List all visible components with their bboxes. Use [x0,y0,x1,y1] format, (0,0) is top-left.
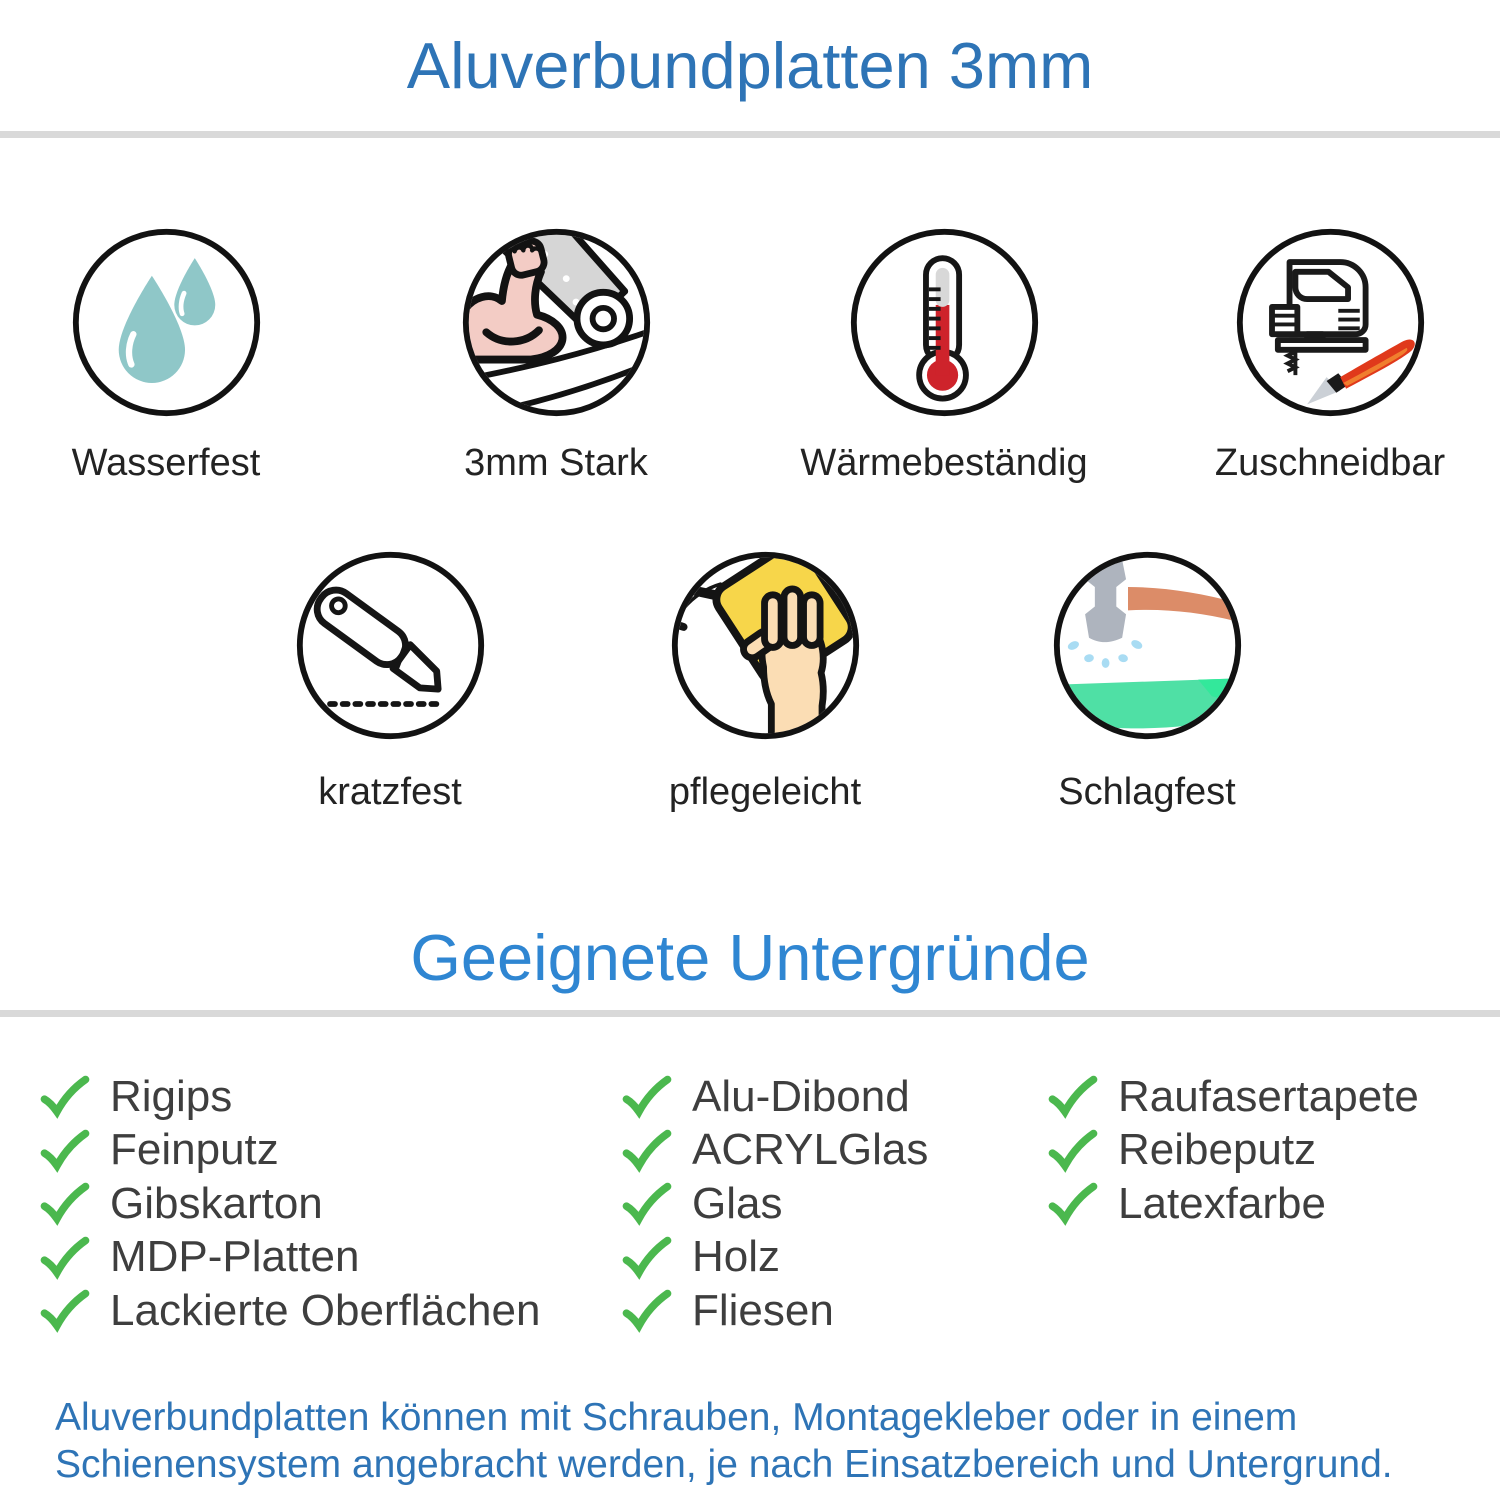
wiping-hand-icon [671,551,859,740]
checklist-item: ACRYLGlas [622,1124,928,1178]
feature-waermebestaendig: Wärmebeständig [774,225,1114,485]
check-icon [622,1129,672,1173]
feature-kratzfest: kratzfest [220,548,560,814]
feature-label: Schlagfest [1058,771,1236,813]
footer-line-1: Aluverbundplatten können mit Schrauben, … [55,1396,1298,1439]
feature-label: Zuschneidbar [1214,442,1446,484]
thermometer-icon [850,228,1038,417]
substrate-column-2: Alu-Dibond ACRYLGlas Glas Holz Fliesen [622,1070,928,1338]
substrate-label: Holz [692,1232,781,1282]
feature-wasserfest: Wasserfest [0,225,336,485]
feature-zuschneidbar: Zuschneidbar [1160,225,1500,485]
feature-pflegeleicht: pflegeleicht [595,548,935,814]
feature-3mm-stark: 3mm Stark [386,225,726,485]
substrate-label: Reibeputz [1118,1125,1317,1175]
feature-label: kratzfest [318,771,462,813]
check-icon [622,1289,672,1334]
checklist-item: Fliesen [622,1284,928,1338]
feature-label: 3mm Stark [464,442,648,484]
utility-knife-icon [296,551,484,740]
substrate-label: Gibskarton [110,1178,323,1228]
checklist-item: Gibskarton [40,1177,540,1231]
checklist-item: Alu-Dibond [622,1070,928,1124]
hammer-impact-icon [1053,551,1241,740]
substrate-label: Rigips [110,1071,233,1121]
substrate-label: Latexfarbe [1118,1178,1326,1228]
substrate-label: Alu-Dibond [692,1071,910,1121]
checklist-item: Raufasertapete [1048,1070,1419,1124]
substrate-label: Feinputz [110,1125,279,1175]
substrate-label: Fliesen [692,1285,834,1335]
checklist-item: Latexfarbe [1048,1177,1419,1231]
divider-bottom [0,1010,1500,1017]
substrate-column-1: Rigips Feinputz Gibskarton MDP-Platten L… [40,1070,540,1338]
checklist-item: Reibeputz [1048,1124,1419,1178]
page-title: Aluverbundplatten 3mm [406,29,1094,102]
check-icon [1048,1129,1098,1173]
check-icon [1048,1182,1098,1227]
muscle-arm-icon [462,228,650,417]
substrate-label: ACRYLGlas [692,1125,929,1175]
jigsaw-cutter-icon [1236,228,1424,417]
feature-label: pflegeleicht [668,771,862,813]
check-icon [1048,1075,1098,1120]
feature-label: Wasserfest [71,442,261,484]
check-icon [622,1075,672,1120]
check-icon [40,1129,90,1173]
substrate-label: Raufasertapete [1118,1071,1419,1121]
checklist-item: Glas [622,1177,928,1231]
divider-top [0,131,1500,138]
section-title: Geeignete Untergründe [410,921,1090,994]
check-icon [40,1236,90,1280]
checklist-item: Rigips [40,1070,540,1124]
checklist-item: MDP-Platten [40,1231,540,1285]
substrate-label: Lackierte Oberflächen [110,1285,541,1335]
substrate-label: Glas [692,1178,783,1228]
checklist-item: Lackierte Oberflächen [40,1284,540,1338]
checklist-item: Feinputz [40,1124,540,1178]
substrate-column-3: Raufasertapete Reibeputz Latexfarbe [1048,1070,1419,1231]
water-drops-icon [72,228,260,417]
check-icon [40,1075,90,1120]
feature-label: Wärmebeständig [800,442,1088,484]
check-icon [40,1182,90,1227]
check-icon [622,1236,672,1280]
checklist-item: Holz [622,1231,928,1285]
check-icon [622,1182,672,1227]
substrate-label: MDP-Platten [110,1232,360,1282]
check-icon [40,1289,90,1334]
footer-note: Aluverbundplatten können mit Schrauben, … [55,1394,1393,1488]
feature-schlagfest: Schlagfest [977,548,1317,814]
footer-line-2: Schienensystem angebracht werden, je nac… [55,1443,1393,1486]
